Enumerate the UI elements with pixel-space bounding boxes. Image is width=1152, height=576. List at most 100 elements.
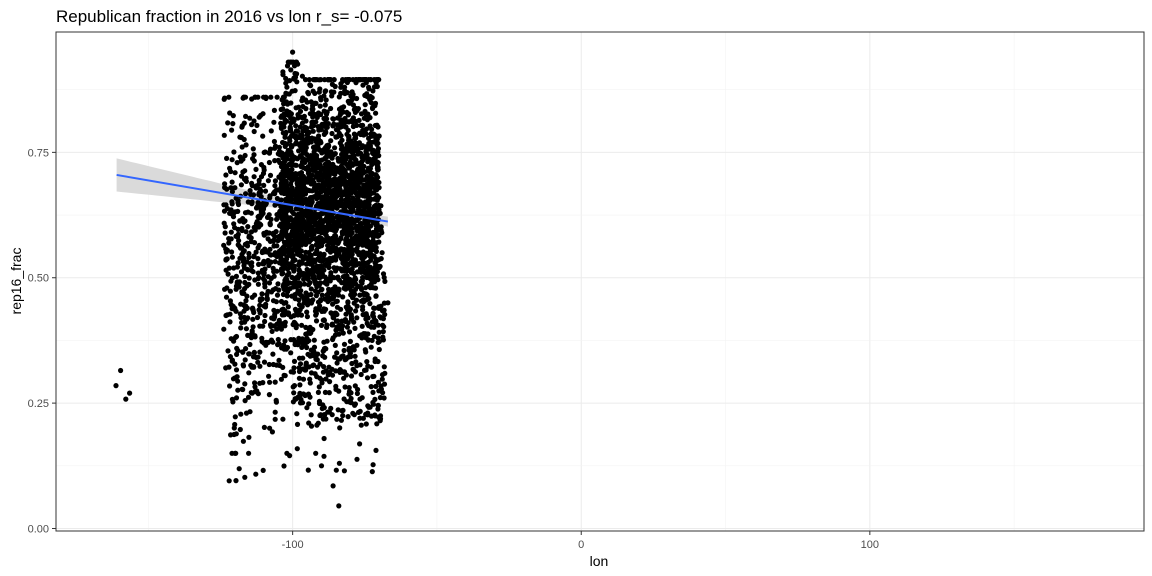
data-point xyxy=(297,108,304,114)
data-point xyxy=(272,158,278,164)
data-point xyxy=(362,127,368,134)
data-point xyxy=(298,225,304,231)
data-point xyxy=(226,236,232,242)
data-point xyxy=(298,242,305,248)
data-point xyxy=(246,275,252,281)
data-point xyxy=(309,181,315,187)
data-point xyxy=(353,233,360,239)
data-point xyxy=(241,120,247,126)
data-point xyxy=(304,314,310,320)
data-point xyxy=(351,345,357,351)
data-point xyxy=(268,128,274,134)
data-point xyxy=(280,139,286,146)
data-point xyxy=(246,450,252,456)
data-point xyxy=(348,373,355,379)
data-point xyxy=(266,280,273,286)
data-point xyxy=(331,238,337,244)
data-point xyxy=(267,146,274,152)
data-point xyxy=(340,170,346,177)
data-point xyxy=(261,182,267,188)
data-point xyxy=(371,139,377,145)
data-point xyxy=(342,357,348,363)
data-point xyxy=(344,324,350,330)
data-point xyxy=(304,207,310,213)
data-point xyxy=(368,364,375,370)
data-point xyxy=(301,300,307,306)
data-point xyxy=(343,183,349,190)
data-point xyxy=(381,274,387,281)
data-point xyxy=(336,460,342,466)
data-point xyxy=(281,346,287,352)
data-point xyxy=(318,412,324,418)
data-point xyxy=(359,145,365,151)
data-point xyxy=(290,280,296,286)
data-point xyxy=(312,210,318,216)
data-point xyxy=(363,77,369,83)
data-point xyxy=(253,249,259,255)
data-point xyxy=(252,380,258,386)
data-point xyxy=(318,127,324,133)
data-point xyxy=(381,364,387,370)
data-point xyxy=(347,338,353,344)
data-point xyxy=(310,103,316,109)
data-point xyxy=(298,164,304,170)
data-point xyxy=(326,238,332,244)
data-point xyxy=(276,248,283,254)
data-point xyxy=(336,286,342,292)
data-point xyxy=(344,188,350,194)
data-point xyxy=(233,395,240,401)
data-point xyxy=(356,117,362,123)
data-point xyxy=(375,140,381,146)
data-point xyxy=(257,302,263,308)
data-point xyxy=(300,376,307,382)
data-point xyxy=(221,208,228,214)
data-point xyxy=(271,138,277,145)
data-point xyxy=(274,94,280,100)
data-point xyxy=(347,350,353,356)
data-point xyxy=(285,310,291,316)
data-point xyxy=(364,292,370,298)
data-point xyxy=(240,438,246,444)
data-point xyxy=(362,311,368,318)
data-point xyxy=(308,246,315,252)
data-point xyxy=(267,220,273,226)
data-point xyxy=(330,255,336,261)
data-point xyxy=(306,202,312,208)
data-point xyxy=(234,160,240,166)
data-point xyxy=(274,243,280,249)
data-point xyxy=(260,248,266,254)
data-point xyxy=(225,271,231,277)
data-point xyxy=(353,308,359,314)
data-point xyxy=(313,203,320,209)
data-point xyxy=(281,185,287,191)
data-point xyxy=(288,67,294,73)
data-point xyxy=(284,84,290,90)
data-point xyxy=(229,157,235,163)
data-point xyxy=(341,147,347,153)
data-point xyxy=(291,239,297,246)
data-point xyxy=(313,174,319,180)
data-point xyxy=(360,122,366,128)
data-point xyxy=(334,189,340,196)
data-point xyxy=(325,144,331,150)
data-point xyxy=(235,242,241,248)
data-point xyxy=(127,390,133,396)
data-point xyxy=(310,123,317,129)
data-point xyxy=(374,83,380,90)
data-point xyxy=(223,202,229,208)
data-point xyxy=(374,197,380,203)
data-point xyxy=(365,410,371,416)
data-point xyxy=(343,282,349,288)
data-point xyxy=(366,202,372,208)
data-point xyxy=(343,153,349,159)
data-point xyxy=(320,353,326,359)
data-point xyxy=(235,260,241,266)
data-point xyxy=(338,236,344,242)
data-point xyxy=(313,306,319,312)
data-point xyxy=(287,124,293,130)
data-point xyxy=(238,411,244,417)
data-point xyxy=(330,290,336,296)
data-point xyxy=(369,159,375,165)
data-point xyxy=(299,322,305,328)
